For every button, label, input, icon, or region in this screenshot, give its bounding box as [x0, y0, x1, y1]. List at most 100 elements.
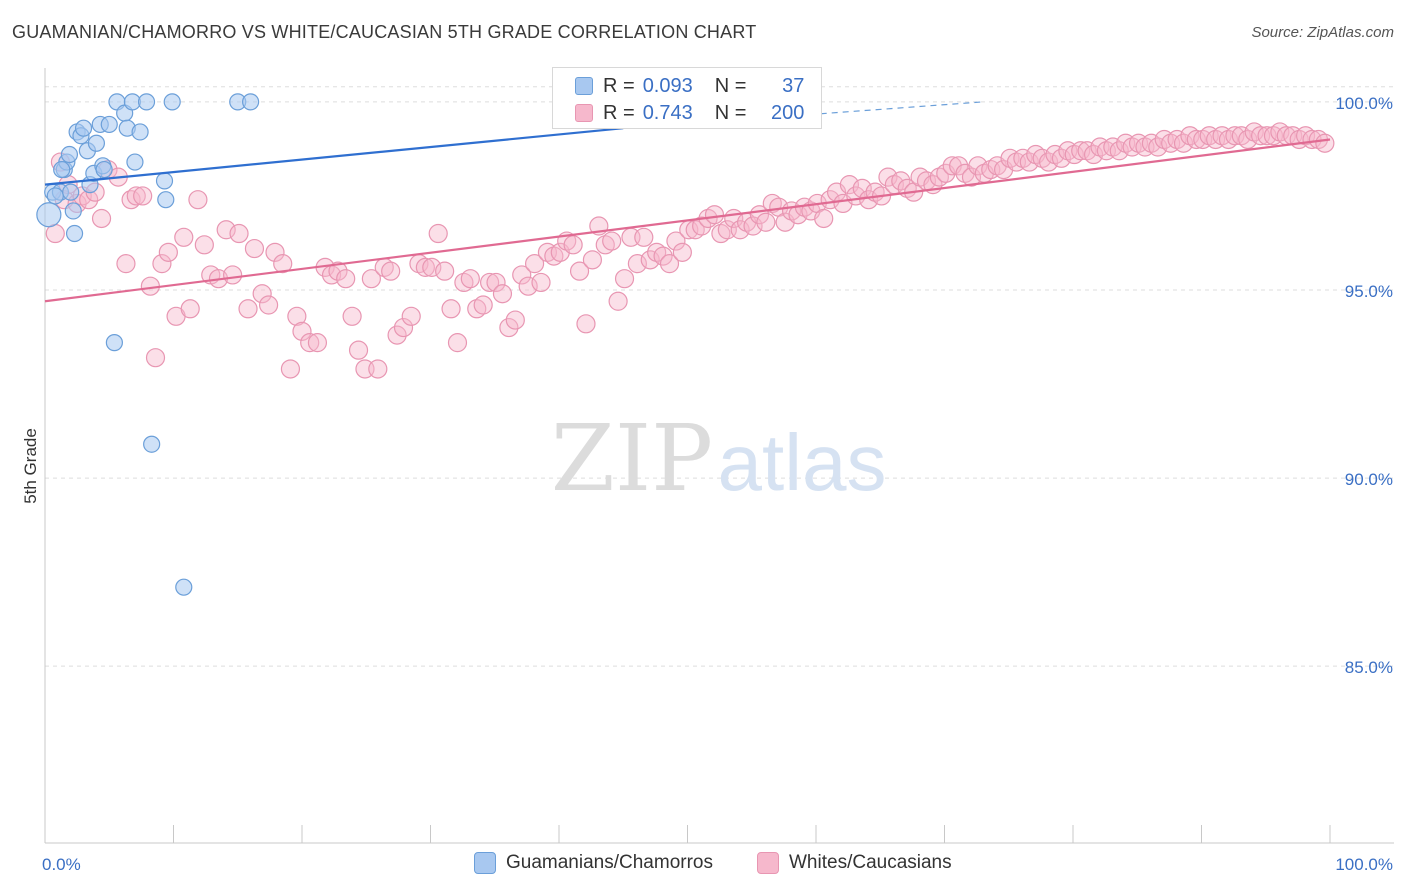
data-point	[518, 276, 538, 296]
data-point	[133, 186, 153, 206]
data-point	[223, 265, 243, 285]
data-point	[95, 160, 113, 179]
data-point	[258, 295, 279, 315]
data-point	[1173, 133, 1194, 153]
data-point	[1315, 133, 1335, 153]
data-point	[188, 190, 208, 210]
data-point	[121, 190, 141, 210]
data-point	[499, 317, 519, 338]
watermark: ZIP atlas	[551, 405, 887, 512]
data-point	[157, 191, 175, 209]
data-point	[447, 333, 468, 353]
data-point	[1019, 152, 1039, 172]
data-point	[473, 295, 493, 315]
data-point	[640, 250, 660, 270]
source-label: Source: ZipAtlas.com	[1251, 24, 1394, 41]
legend-row-white: R = 0.743 N = 200	[575, 100, 804, 126]
r-label: R =	[603, 101, 635, 124]
data-point	[174, 227, 194, 247]
data-point	[460, 269, 480, 289]
data-point	[74, 119, 93, 137]
data-point	[229, 223, 249, 244]
data-point	[531, 272, 551, 293]
data-point	[563, 235, 583, 255]
data-point	[878, 167, 898, 187]
grid	[45, 86, 1394, 667]
data-point	[53, 160, 71, 179]
data-point	[743, 216, 763, 236]
data-point	[100, 115, 118, 134]
data-point	[64, 202, 82, 220]
data-point	[273, 254, 293, 274]
n-label: N =	[714, 74, 747, 97]
data-point	[614, 269, 635, 289]
data-point	[608, 291, 628, 311]
data-point	[368, 359, 388, 379]
data-point	[361, 269, 381, 289]
data-point	[435, 261, 455, 281]
data-point	[300, 333, 320, 353]
data-point	[891, 171, 911, 191]
y-tick-label: 85.0%	[1345, 658, 1393, 677]
data-point	[238, 299, 258, 319]
data-point	[105, 334, 123, 352]
data-point	[131, 123, 149, 141]
data-point	[65, 224, 84, 243]
y-tick-label: 100.0%	[1335, 94, 1393, 113]
data-point	[627, 254, 647, 274]
data-point	[401, 306, 421, 326]
data-point	[328, 261, 348, 281]
watermark-atlas: atlas	[718, 418, 887, 507]
legend-row-guamanian: R = 0.093 N = 37	[575, 73, 804, 99]
data-point	[1186, 129, 1206, 150]
x-tick-label: 0.0%	[42, 855, 81, 874]
data-point	[1257, 126, 1277, 146]
guamanian-points	[36, 93, 260, 596]
data-point	[968, 156, 988, 176]
data-point	[653, 246, 673, 266]
data-point	[441, 299, 461, 319]
data-point	[634, 227, 654, 247]
data-point	[576, 314, 596, 334]
blue-swatch	[575, 77, 593, 95]
legend-item-guamanian[interactable]: Guamanians/Chamorros	[474, 852, 713, 874]
data-point	[1109, 141, 1129, 161]
data-point	[505, 310, 525, 330]
axes	[44, 68, 1394, 844]
data-point	[672, 242, 692, 262]
data-point	[348, 340, 369, 360]
data-point	[307, 333, 328, 353]
legend-item-white[interactable]: Whites/Caucasians	[757, 852, 952, 874]
y-axis-label: 5th Grade	[21, 428, 40, 504]
data-point	[428, 223, 448, 244]
data-point	[387, 325, 407, 345]
n-value: 200	[771, 101, 805, 124]
trend-line-white	[44, 138, 1331, 303]
watermark-zip: ZIP	[551, 405, 713, 512]
data-point	[152, 254, 172, 274]
data-point	[524, 254, 545, 274]
data-point	[582, 250, 603, 270]
y-tick-label: 90.0%	[1345, 470, 1393, 489]
data-point	[158, 242, 178, 262]
tick-labels: 85.0% 90.0% 95.0% 100.0% 0.0% 100.0%	[42, 94, 1393, 874]
data-point	[666, 231, 686, 251]
pink-swatch	[575, 104, 593, 122]
r-label: R =	[603, 74, 635, 97]
legend-label: Guamanians/Chamorros	[506, 852, 713, 873]
data-point	[492, 284, 513, 304]
data-point	[265, 242, 285, 262]
legend-label: Whites/Caucasians	[789, 852, 952, 873]
trend-line-guamanian	[44, 127, 624, 186]
data-point	[216, 220, 236, 240]
data-point	[1083, 144, 1104, 165]
correlation-legend: R = 0.093 N = 37 R = 0.743 N = 200	[552, 67, 822, 129]
data-point	[814, 208, 834, 229]
data-point	[415, 257, 435, 277]
data-point	[143, 435, 161, 453]
data-point	[62, 183, 80, 201]
y-tick-label: 95.0%	[1345, 282, 1393, 301]
pink-swatch	[757, 852, 779, 874]
data-point	[126, 186, 146, 206]
